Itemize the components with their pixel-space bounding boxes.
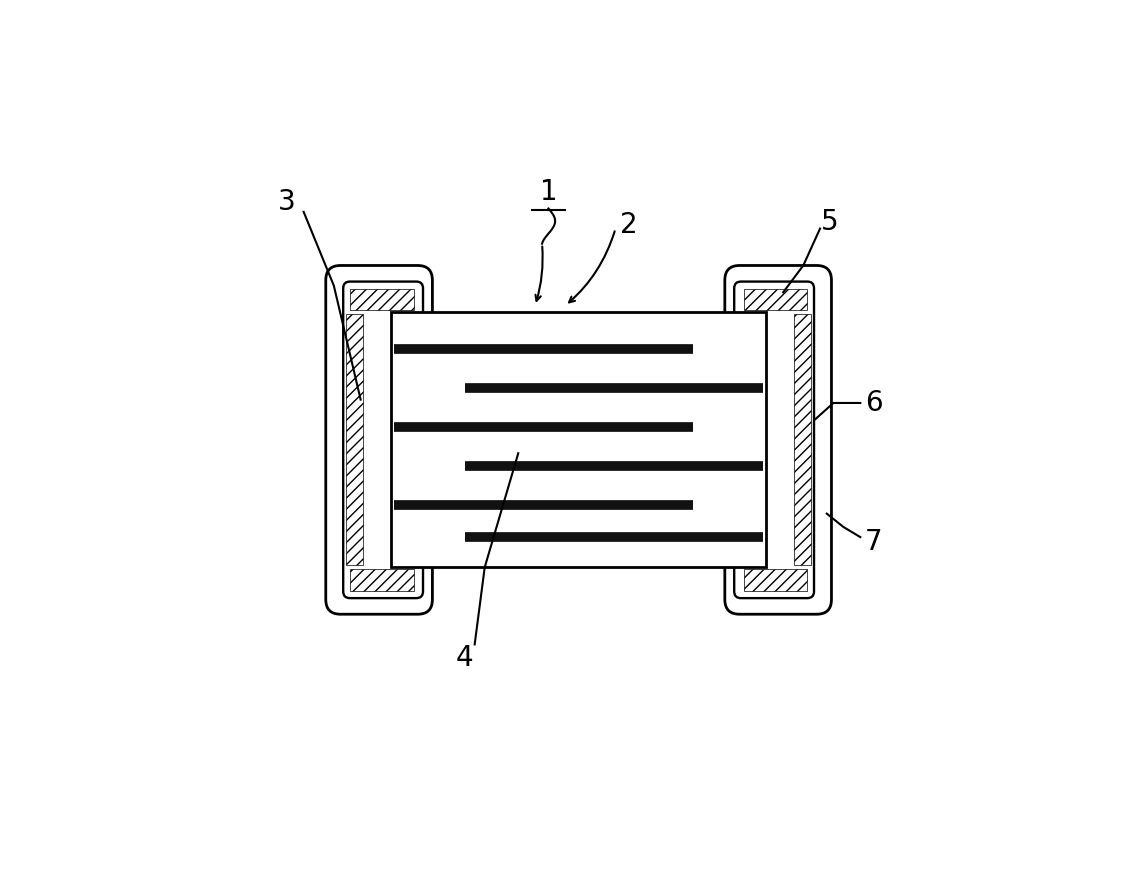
Text: 7: 7 [865, 528, 883, 556]
FancyBboxPatch shape [326, 266, 432, 614]
Text: 6: 6 [865, 389, 883, 417]
Bar [744, 289, 807, 310]
Bar [794, 314, 812, 565]
Bar [345, 314, 364, 565]
Bar [744, 570, 807, 591]
Bar [350, 570, 413, 591]
Bar [350, 289, 413, 310]
Text: 3: 3 [278, 188, 296, 216]
Text: 2: 2 [620, 212, 638, 240]
Text: 4: 4 [456, 644, 473, 672]
Text: 5: 5 [821, 208, 839, 236]
Text: 1: 1 [540, 178, 558, 206]
FancyBboxPatch shape [391, 313, 767, 567]
FancyBboxPatch shape [725, 266, 831, 614]
